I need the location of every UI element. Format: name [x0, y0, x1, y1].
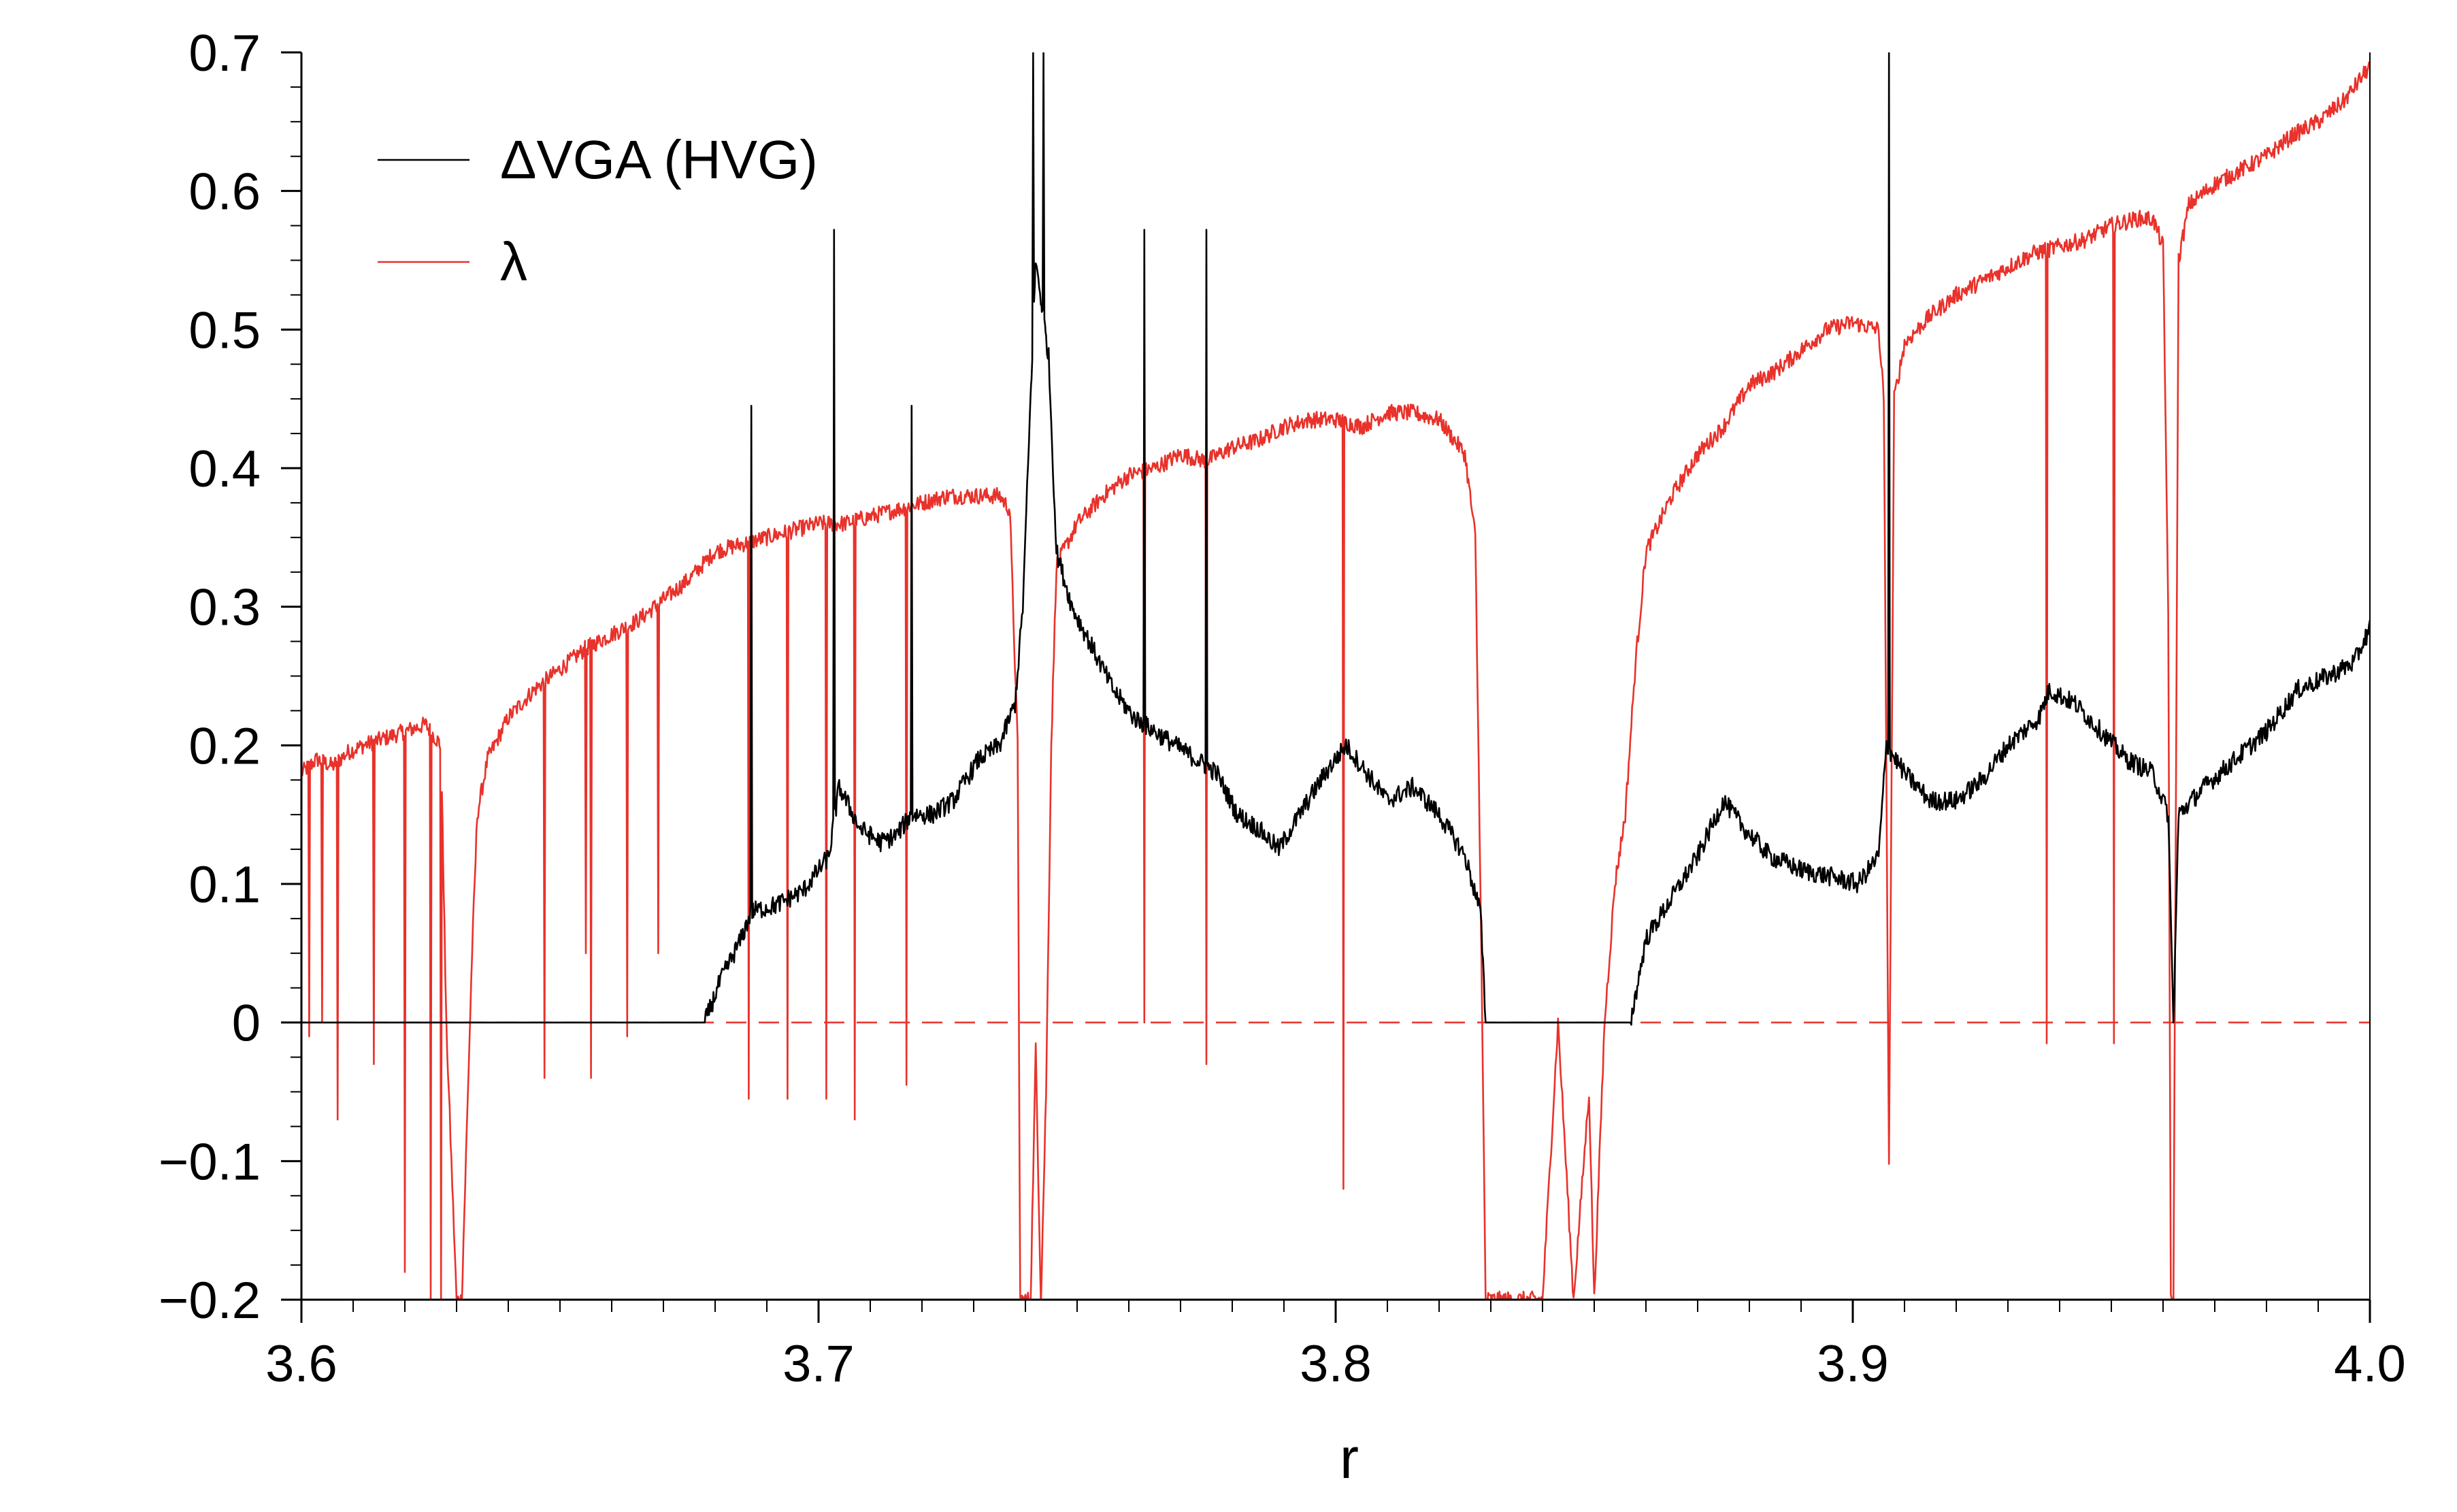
- y-tick-label: −0.1: [159, 1133, 261, 1191]
- y-tick-label: 0.2: [188, 717, 261, 775]
- y-tick-label: 0.4: [188, 440, 261, 498]
- series-line-dvga: [301, 52, 2370, 1026]
- x-tick-label: 3.9: [1817, 1335, 1889, 1393]
- legend-label-dvga: ΔVGA (HVG): [500, 129, 818, 190]
- x-tick-label: 3.7: [782, 1335, 855, 1393]
- y-tick-label: 0.5: [188, 301, 261, 359]
- x-tick-label: 4.0: [2334, 1335, 2406, 1393]
- x-tick-label: 3.8: [1300, 1335, 1372, 1393]
- series-line-lambda: [301, 61, 2370, 1300]
- y-tick-label: 0.1: [188, 856, 261, 914]
- legend-label-lambda: λ: [500, 231, 527, 292]
- y-tick-label: 0: [232, 995, 261, 1053]
- x-tick-label: 3.6: [265, 1335, 337, 1393]
- legend: ΔVGA (HVG) λ: [378, 129, 818, 292]
- plot-area: [301, 52, 2370, 1300]
- y-tick-label: 0.7: [188, 24, 261, 82]
- y-tick-label: −0.2: [159, 1272, 261, 1330]
- x-axis-title: r: [1340, 1426, 1359, 1490]
- axes: −0.2 −0.1 0 0.1 0.2 0.3 0.4 0.5 0.6 0.7 3.6 3.7 3.8 3…: [159, 24, 2406, 1490]
- y-tick-label: 0.3: [188, 579, 261, 637]
- y-tick-label: 0.6: [188, 163, 261, 221]
